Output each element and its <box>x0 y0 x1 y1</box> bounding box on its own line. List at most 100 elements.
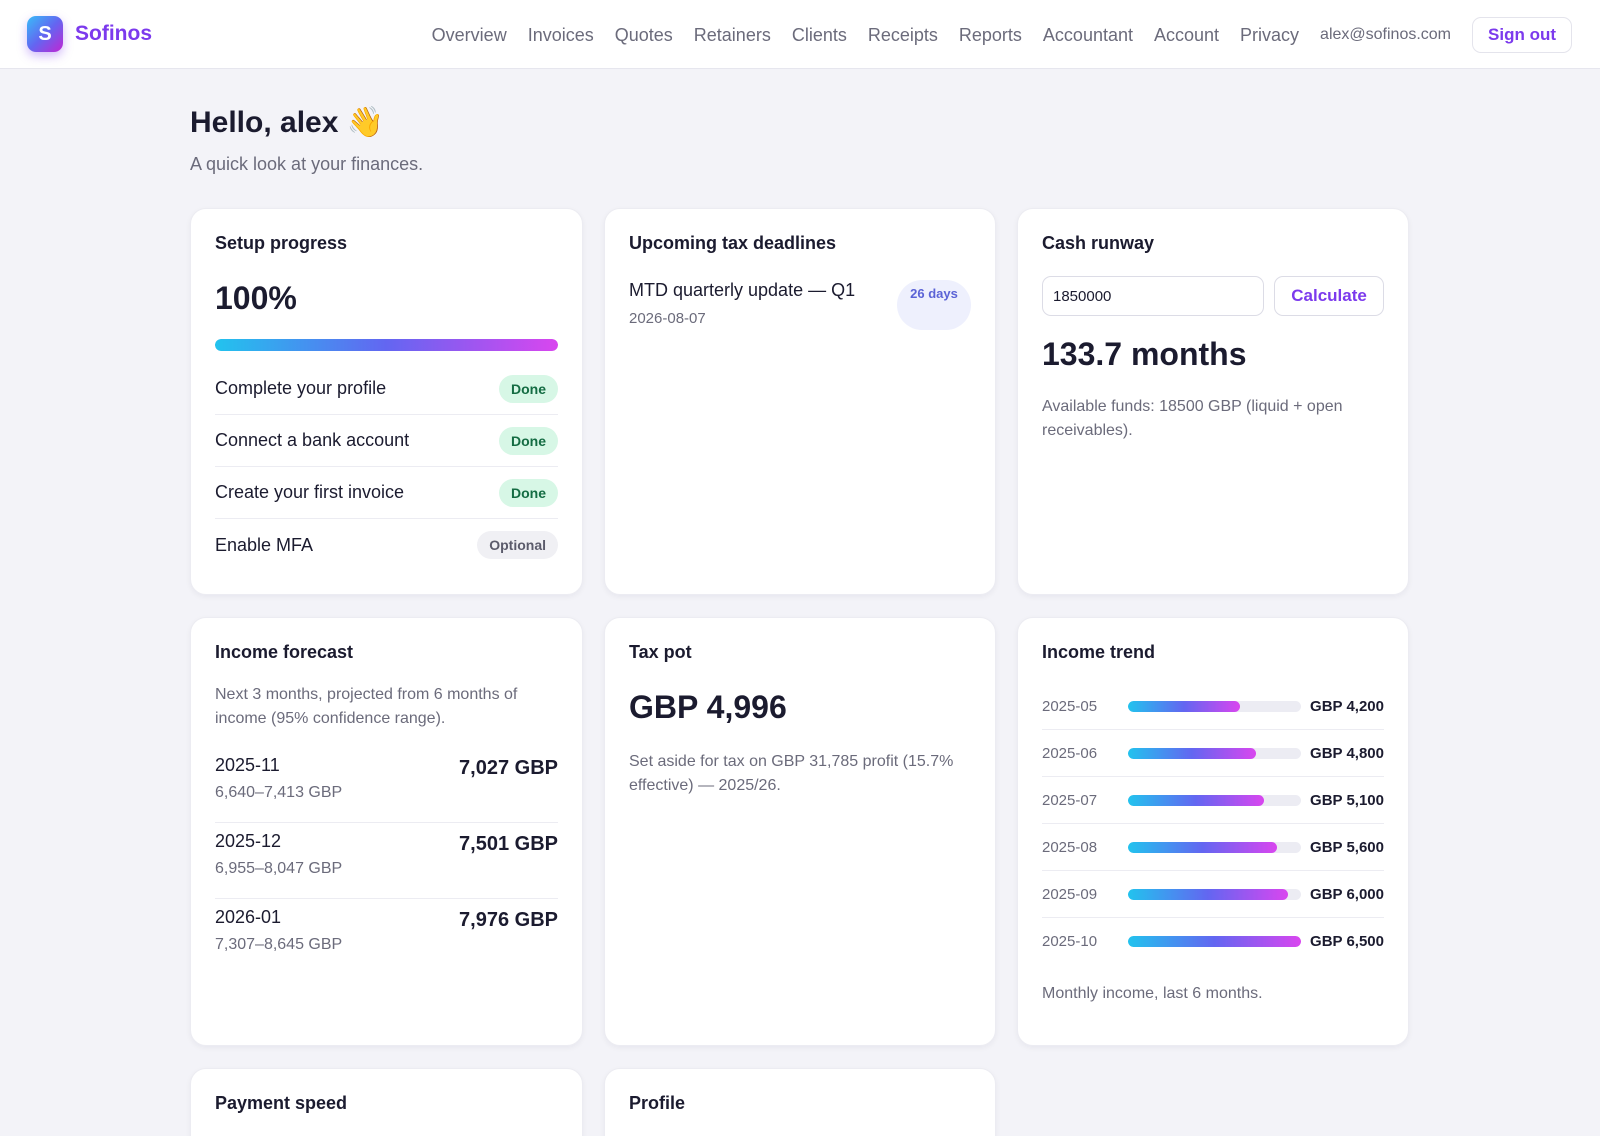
income-trend-card: Income trend 2025-05 GBP 4,200 2025-06 G… <box>1017 617 1409 1046</box>
user-email: alex@sofinos.com <box>1320 26 1452 43</box>
task-label: Create your first invoice <box>215 482 405 502</box>
card-title: Payment speed <box>215 1093 348 1113</box>
cash-runway-card: Cash runway Calculate 133.7 months Avail… <box>1017 208 1409 595</box>
trend-bar-fill <box>1128 841 1278 853</box>
setup-progress-fill <box>215 339 558 351</box>
trend-bar-fill <box>1128 794 1264 806</box>
forecast-month: 2026-01 <box>215 907 282 927</box>
runway-result: 133.7 months <box>1042 336 1247 372</box>
trend-month: 2025-05 <box>1042 697 1098 715</box>
setup-task[interactable]: Complete your profile Done <box>215 363 558 415</box>
card-title: Profile <box>629 1093 686 1113</box>
nav-link-receipts[interactable]: Receipts <box>867 24 938 45</box>
payment-speed-card: Payment speed <box>190 1068 583 1136</box>
runway-note: Available funds: 18500 GBP (liquid + ope… <box>1042 398 1343 439</box>
deadline-date: 2026-08-07 <box>629 310 706 327</box>
nav-link-reports[interactable]: Reports <box>958 24 1022 45</box>
forecast-value: 7,027 GBP <box>459 757 558 779</box>
trend-month: 2025-06 <box>1042 744 1098 762</box>
nav-link-clients[interactable]: Clients <box>791 24 847 45</box>
trend-row: 2025-07 GBP 5,100 <box>1042 777 1384 824</box>
status-badge: Optional <box>477 531 558 559</box>
page-subtitle: A quick look at your finances. <box>190 154 424 174</box>
calculate-button[interactable]: Calculate <box>1274 276 1384 316</box>
card-title: Income trend <box>1042 642 1156 662</box>
forecast-description: Next 3 months, projected from 6 months o… <box>215 686 518 727</box>
tax-deadlines-card: Upcoming tax deadlines MTD quarterly upd… <box>604 208 996 595</box>
setup-progress-card: Setup progress 100% Complete your profil… <box>190 208 583 595</box>
tax-pot-card: Tax pot GBP 4,996 Set aside for tax on G… <box>604 617 996 1046</box>
trend-row: 2025-09 GBP 6,000 <box>1042 871 1384 918</box>
income-forecast-card: Income forecast Next 3 months, projected… <box>190 617 583 1046</box>
trend-bar-fill <box>1128 700 1240 712</box>
forecast-range: 6,640–7,413 GBP <box>215 784 343 801</box>
trend-note: Monthly income, last 6 months. <box>1042 985 1263 1002</box>
nav-links: Overview Invoices Quotes Retainers Clien… <box>411 17 1572 53</box>
trend-row: 2025-10 GBP 6,500 <box>1042 918 1384 965</box>
brand-logo-icon: S <box>27 16 63 52</box>
days-remaining-badge: 26 days <box>897 280 971 330</box>
task-label: Complete your profile <box>215 378 387 398</box>
forecast-range: 6,955–8,047 GBP <box>215 860 343 877</box>
tax-pot-value: GBP 4,996 <box>629 689 787 725</box>
trend-bar <box>1128 888 1301 900</box>
card-title: Upcoming tax deadlines <box>629 233 837 253</box>
nav-link-quotes[interactable]: Quotes <box>614 24 673 45</box>
setup-task[interactable]: Connect a bank account Done <box>215 415 558 467</box>
forecast-row: 2025-11 6,640–7,413 GBP 7,027 GBP <box>215 747 558 823</box>
trend-value: GBP 5,600 <box>1310 838 1384 856</box>
nav-link-accountant[interactable]: Accountant <box>1042 24 1133 45</box>
trend-value: GBP 5,100 <box>1310 791 1384 809</box>
trend-bar <box>1128 841 1301 853</box>
trend-value: GBP 6,500 <box>1310 933 1384 950</box>
setup-task[interactable]: Create your first invoice Done <box>215 467 558 519</box>
forecast-row: 2026-01 7,307–8,645 GBP 7,976 GBP <box>215 899 558 975</box>
nav-link-overview[interactable]: Overview <box>431 24 507 45</box>
trend-bar-fill <box>1128 747 1256 759</box>
nav-link-privacy[interactable]: Privacy <box>1240 24 1300 45</box>
setup-task[interactable]: Enable MFA Optional <box>215 519 558 571</box>
brand-name: Sofinos <box>75 22 152 45</box>
nav-link-retainers[interactable]: Retainers <box>693 24 771 45</box>
forecast-value: 7,976 GBP <box>459 909 558 931</box>
task-label: Connect a bank account <box>215 430 410 450</box>
forecast-list: 2025-11 6,640–7,413 GBP 7,027 GBP 2025-1… <box>215 747 558 975</box>
forecast-month: 2025-12 <box>215 831 282 851</box>
setup-progress-bar <box>215 339 558 351</box>
brand[interactable]: S Sofinos <box>27 16 152 52</box>
trend-month: 2025-09 <box>1042 885 1098 903</box>
sign-out-button[interactable]: Sign out <box>1472 17 1572 53</box>
forecast-month: 2025-11 <box>215 755 280 775</box>
status-badge: Done <box>499 478 558 507</box>
deadline-item: MTD quarterly update — Q1 2026-08-07 26 … <box>629 280 971 330</box>
trend-bar <box>1128 747 1301 759</box>
trend-row: 2025-05 GBP 4,200 <box>1042 683 1384 730</box>
trend-value: GBP 4,200 <box>1310 697 1384 715</box>
profile-card: Profile <box>604 1068 996 1136</box>
setup-percent: 100% <box>215 280 297 316</box>
forecast-range: 7,307–8,645 GBP <box>215 936 343 953</box>
income-trend-list: 2025-05 GBP 4,200 2025-06 GBP 4,800 2025… <box>1042 683 1384 965</box>
trend-value: GBP 4,800 <box>1310 744 1384 762</box>
setup-task-list: Complete your profile Done Connect a ban… <box>215 363 558 571</box>
card-title: Setup progress <box>215 233 348 253</box>
trend-bar <box>1128 794 1301 806</box>
nav-link-account[interactable]: Account <box>1153 24 1220 45</box>
trend-row: 2025-06 GBP 4,800 <box>1042 730 1384 777</box>
page-title: Hello, alex 👋 <box>190 106 385 139</box>
status-badge: Done <box>499 426 558 455</box>
card-title: Tax pot <box>629 642 692 662</box>
tax-pot-note: Set aside for tax on GBP 31,785 profit (… <box>629 753 954 794</box>
runway-amount-input[interactable] <box>1042 276 1265 316</box>
nav-link-invoices[interactable]: Invoices <box>527 24 594 45</box>
trend-bar <box>1128 936 1301 947</box>
deadline-name: MTD quarterly update — Q1 <box>629 280 856 300</box>
trend-month: 2025-07 <box>1042 791 1098 809</box>
trend-bar-fill <box>1128 936 1301 947</box>
top-navigation-bar: S Sofinos Overview Invoices Quotes Retai… <box>0 0 1600 69</box>
trend-value: GBP 6,000 <box>1310 885 1384 903</box>
trend-row: 2025-08 GBP 5,600 <box>1042 824 1384 871</box>
trend-month: 2025-10 <box>1042 933 1098 950</box>
trend-bar-fill <box>1128 888 1288 900</box>
trend-month: 2025-08 <box>1042 838 1098 856</box>
